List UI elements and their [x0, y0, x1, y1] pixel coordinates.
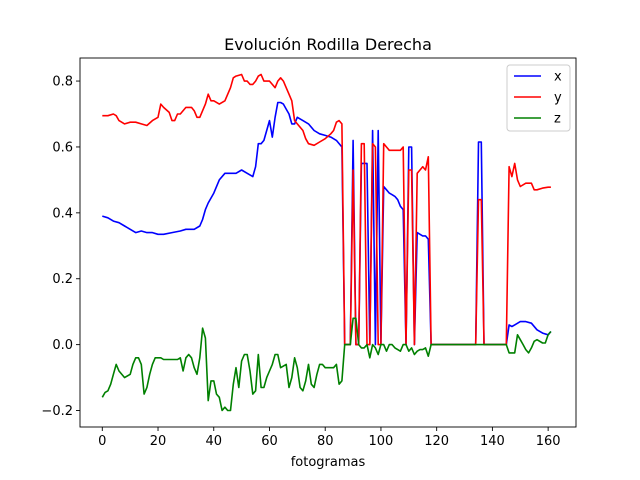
series-line-z	[101, 317, 552, 412]
legend-label-x: x	[554, 70, 562, 85]
x-tick-label: 120	[424, 434, 449, 449]
y-tick-label: 0.6	[52, 140, 73, 155]
y-tick-label: 0.2	[52, 272, 73, 287]
x-tick-label: 0	[98, 434, 106, 449]
x-tick-label: 160	[536, 434, 561, 449]
x-tick-label: 80	[317, 434, 334, 449]
legend-box	[506, 64, 571, 132]
x-tick-label: 40	[205, 434, 222, 449]
x-tick-label: 140	[480, 434, 505, 449]
chart-title: Evolución Rodilla Derecha	[224, 35, 432, 54]
legend: xyz	[506, 64, 571, 132]
plot-frame	[79, 57, 577, 428]
y-tick-label: 0.4	[52, 206, 73, 221]
plot-area	[101, 73, 552, 412]
y-tick-label: −0.2	[41, 404, 73, 419]
x-axis-title: fotogramas	[291, 455, 366, 470]
legend-label-y: y	[554, 91, 562, 106]
x-tick-label: 20	[150, 434, 167, 449]
x-tick-label: 100	[369, 434, 394, 449]
legend-label-z: z	[554, 112, 561, 127]
y-tick-label: 0.8	[52, 75, 73, 90]
series-line-y	[102, 73, 551, 346]
y-tick-label: 0.0	[52, 338, 73, 353]
axes: 0 20 40 60 80 100 120 140 160 −0.2 0.0 0.2 0.4 0.6 0.8	[41, 57, 577, 449]
x-tick-label: 60	[261, 434, 278, 449]
